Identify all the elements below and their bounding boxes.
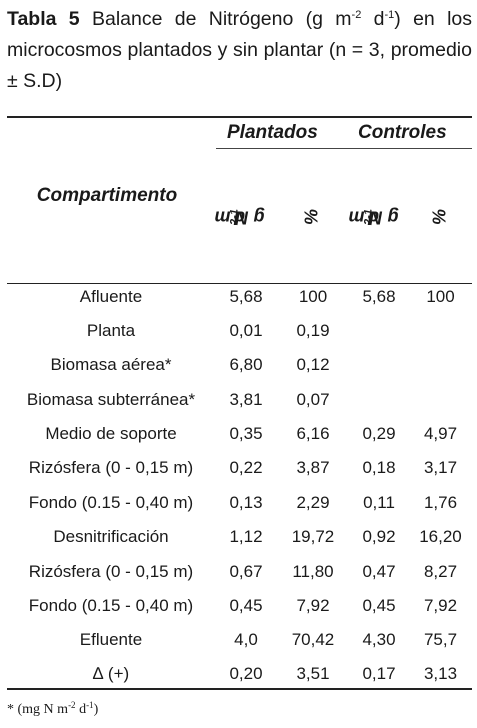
planted-percent-cell: 19,72 [291, 527, 335, 546]
column-header-compartment: Compartimento [36, 185, 178, 206]
header-rule [7, 283, 472, 284]
planted-value-cell: 0,67 [229, 562, 263, 581]
control-value-cell: 0,45 [362, 596, 396, 615]
control-value-cell: 0,18 [362, 458, 396, 477]
column-header-controls-percent: % [429, 208, 450, 226]
table-row: ∆ (+) 0,20 3,51 0,17 3,13 [7, 657, 472, 691]
planted-percent-cell: 11,80 [292, 562, 334, 581]
group-rule [216, 148, 472, 149]
compartment-cell: Fondo (0.15 - 0,40 m) [28, 493, 194, 512]
caption-label: Tabla 5 [7, 8, 80, 30]
control-value-cell: 5,68 [362, 287, 396, 306]
compartment-cell: Planta [86, 321, 136, 340]
planted-value-cell: 4,0 [234, 630, 258, 649]
table-footnote: * (mg N m-2 d-1) [7, 700, 99, 718]
compartment-cell: Rizósfera (0 - 0,15 m) [28, 562, 194, 581]
control-value-cell: 0,11 [363, 493, 395, 512]
table-row: Biomasa aérea* 6,80 0,12 [7, 348, 472, 382]
table-row: Rizósfera (0 - 0,15 m) 0,22 3,87 0,18 3,… [7, 451, 472, 485]
planted-percent-cell: 2,29 [296, 493, 330, 512]
group-header-planted: Plantados [227, 122, 318, 143]
top-rule [7, 116, 472, 118]
table-caption: Tabla 5 Balance de Nitrógeno (g m-2 d-1)… [7, 4, 472, 97]
planted-value-cell: 0,20 [229, 664, 263, 683]
bottom-rule [7, 688, 472, 690]
table-row: Medio de soporte 0,35 6,16 0,29 4,97 [7, 417, 472, 451]
control-percent-cell: 16,20 [419, 527, 462, 546]
table-row: Planta 0,01 0,19 [7, 314, 472, 348]
compartment-cell: Biomasa subterránea* [26, 390, 196, 409]
compartment-cell: Rizósfera (0 - 0,15 m) [28, 458, 194, 477]
table-row: Fondo (0.15 - 0,40 m) 0,13 2,29 0,11 1,7… [7, 486, 472, 520]
planted-value-cell: 0,13 [229, 493, 263, 512]
planted-percent-cell: 100 [298, 287, 328, 306]
planted-value-cell: 6,80 [229, 355, 263, 374]
planted-percent-cell: 6,16 [296, 424, 330, 443]
planted-percent-cell: 3,87 [296, 458, 330, 477]
control-percent-cell: 75,7 [423, 630, 458, 649]
compartment-cell: Desnitrificación [53, 527, 169, 546]
control-value-cell: 4,30 [362, 630, 396, 649]
table-row: Fondo (0.15 - 0,40 m) 0,45 7,92 0,45 7,9… [7, 589, 472, 623]
planted-percent-cell: 0,07 [296, 390, 330, 409]
compartment-cell: Afluente [79, 287, 143, 306]
compartment-cell: Fondo (0.15 - 0,40 m) [28, 596, 194, 615]
planted-percent-cell: 70,42 [291, 630, 335, 649]
planted-value-cell: 0,22 [229, 458, 263, 477]
control-percent-cell: 100 [426, 287, 455, 306]
planted-percent-cell: 0,12 [296, 355, 330, 374]
planted-value-cell: 0,45 [229, 596, 263, 615]
control-percent-cell: 3,17 [423, 458, 458, 477]
group-header-controls: Controles [358, 122, 447, 143]
control-percent-cell: 3,13 [423, 664, 458, 683]
planted-value-cell: 3,81 [229, 390, 263, 409]
control-percent-cell: 1,76 [423, 493, 458, 512]
compartment-cell: Biomasa aérea* [50, 355, 172, 374]
table-row: Efluente 4,0 70,42 4,30 75,7 [7, 623, 472, 657]
planted-value-cell: 0,01 [229, 321, 263, 340]
table-row: Afluente 5,68 100 5,68 100 [7, 280, 472, 314]
caption-text: Balance de Nitrógeno (g m-2 d-1) en los … [7, 8, 473, 92]
control-value-cell: 0,92 [362, 527, 396, 546]
compartment-cell: Efluente [79, 630, 143, 649]
planted-value-cell: 1,12 [229, 527, 263, 546]
planted-percent-cell: 3,51 [296, 664, 330, 683]
compartment-cell: Medio de soporte [45, 424, 177, 443]
control-value-cell: 0,47 [362, 562, 396, 581]
control-value-cell: 0,29 [362, 424, 396, 443]
control-value-cell: 0,17 [362, 664, 396, 683]
table-row: Biomasa subterránea* 3,81 0,07 [7, 383, 472, 417]
control-percent-cell: 4,97 [423, 424, 458, 443]
control-percent-cell: 7,92 [423, 596, 458, 615]
control-percent-cell: 8,27 [423, 562, 458, 581]
planted-percent-cell: 0,19 [296, 321, 330, 340]
planted-value-cell: 5,68 [229, 287, 263, 306]
column-header-planted-percent: % [301, 208, 322, 226]
planted-percent-cell: 7,92 [296, 596, 330, 615]
table-row: Desnitrificación 1,12 19,72 0,92 16,20 [7, 520, 472, 554]
planted-value-cell: 0,35 [229, 424, 263, 443]
table-row: Rizósfera (0 - 0,15 m) 0,67 11,80 0,47 8… [7, 555, 472, 589]
compartment-cell: ∆ (+) [92, 664, 130, 683]
